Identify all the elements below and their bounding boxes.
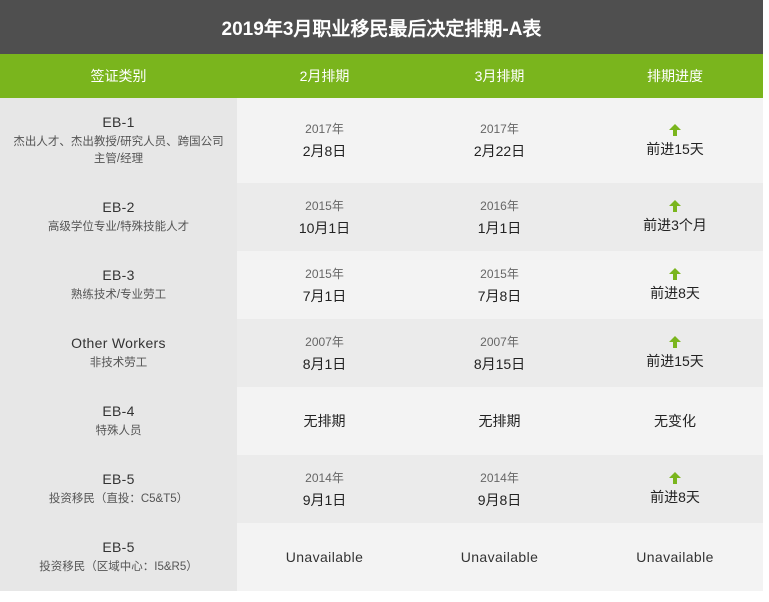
progress-text: 前进3个月: [643, 217, 707, 233]
mar-cell: 2016年 1月1日: [412, 183, 587, 251]
mar-year: 2017年: [480, 122, 519, 136]
feb-cell: 2007年 8月1日: [237, 319, 412, 387]
mar-date: 7月8日: [477, 287, 522, 304]
mar-date: 2月22日: [473, 143, 526, 159]
mar-date: 1月1日: [477, 219, 522, 236]
feb-cell: 无排期: [237, 387, 412, 455]
feb-cell: 2015年 7月1日: [237, 251, 412, 319]
category-cell: Other Workers 非技术劳工: [0, 319, 237, 387]
progress-cell: 无变化: [587, 387, 763, 455]
feb-year: 2015年: [305, 266, 344, 281]
header-progress: 排期进度: [647, 68, 703, 84]
header-mar-date: 3月排期: [474, 68, 525, 84]
arrow-up-icon: [669, 472, 681, 484]
progress-cell: 前进15天: [587, 319, 763, 387]
mar-value: 无排期: [478, 413, 521, 429]
feb-cell: Unavailable: [237, 523, 412, 591]
table-row: EB-5 投资移民（区域中心：I5&R5） Unavailable Unavai…: [0, 523, 763, 591]
mar-year: 2016年: [480, 198, 519, 213]
feb-date: 7月1日: [302, 287, 347, 304]
header-visa-category: 签证类别: [90, 68, 147, 84]
arrow-up-icon: [669, 123, 681, 136]
table-row: Other Workers 非技术劳工 2007年 8月1日 2007年 8月1…: [0, 319, 763, 387]
feb-cell: 2017年 2月8日: [237, 98, 412, 183]
progress-cell: 前进3个月: [587, 183, 763, 251]
mar-cell: 2015年 7月8日: [412, 251, 587, 319]
category-name: EB-5: [102, 538, 135, 555]
category-name: EB-5: [102, 470, 135, 487]
category-desc: 高级学位专业/特殊技能人才: [47, 220, 190, 233]
category-cell: EB-2 高级学位专业/特殊技能人才: [0, 183, 237, 251]
mar-value: Unavailable: [460, 549, 539, 565]
feb-date: 2月8日: [302, 143, 347, 159]
header-feb-date: 2月排期: [299, 68, 350, 84]
mar-year: 2014年: [480, 470, 519, 485]
feb-value: 无排期: [303, 413, 346, 429]
progress-text: 前进15天: [646, 140, 704, 157]
mar-cell: 2017年 2月22日: [412, 98, 587, 183]
table-row: EB-2 高级学位专业/特殊技能人才 2015年 10月1日 2016年 1月1…: [0, 183, 763, 251]
mar-date: 8月15日: [473, 355, 526, 372]
category-cell: EB-3 熟练技术/专业劳工: [0, 251, 237, 319]
category-name: Other Workers: [71, 334, 166, 351]
arrow-up-icon: [669, 200, 681, 212]
arrow-up-icon: [669, 336, 681, 348]
feb-year: 2007年: [305, 334, 344, 349]
progress-text: Unavailable: [636, 549, 714, 565]
table-title: 2019年3月职业移民最后决定排期-A表: [0, 0, 763, 54]
category-desc: 杰出人才、杰出教授/研究人员、跨国公司主管/经理: [13, 135, 224, 165]
mar-year: 2015年: [480, 266, 519, 281]
category-desc: 特殊人员: [95, 424, 142, 437]
category-cell: EB-5 投资移民（直投：C5&T5）: [0, 455, 237, 523]
feb-date: 9月1日: [302, 491, 347, 508]
category-desc: 非技术劳工: [89, 356, 148, 369]
table-row: EB-4 特殊人员 无排期 无排期 无变化: [0, 387, 763, 455]
category-name: EB-3: [102, 266, 135, 283]
feb-cell: 2015年 10月1日: [237, 183, 412, 251]
progress-cell: Unavailable: [587, 523, 763, 591]
mar-cell: 2014年 9月8日: [412, 455, 587, 523]
progress-text: 无变化: [654, 413, 696, 429]
category-cell: EB-4 特殊人员: [0, 387, 237, 455]
progress-text: 前进15天: [646, 353, 704, 369]
category-name: EB-2: [102, 198, 135, 215]
feb-year: 2015年: [305, 198, 344, 213]
table-row: EB-1 杰出人才、杰出教授/研究人员、跨国公司主管/经理 2017年 2月8日…: [0, 98, 763, 183]
visa-bulletin-table: 2019年3月职业移民最后决定排期-A表 签证类别 2月排期 3月排期 排期进度…: [0, 0, 763, 591]
category-cell: EB-1 杰出人才、杰出教授/研究人员、跨国公司主管/经理: [0, 98, 237, 183]
progress-cell: 前进8天: [587, 251, 763, 319]
category-name: EB-1: [102, 113, 135, 130]
progress-cell: 前进8天: [587, 455, 763, 523]
category-desc: 投资移民（区域中心：I5&R5）: [39, 560, 198, 573]
mar-cell: Unavailable: [412, 523, 587, 591]
feb-year: 2014年: [305, 470, 344, 485]
feb-date: 8月1日: [302, 355, 347, 372]
category-desc: 投资移民（直投：C5&T5）: [48, 492, 189, 505]
feb-value: Unavailable: [285, 549, 364, 565]
table-header: 签证类别 2月排期 3月排期 排期进度: [0, 54, 763, 98]
mar-year: 2007年: [480, 334, 519, 349]
arrow-up-icon: [669, 268, 681, 280]
progress-text: 前进8天: [650, 285, 700, 301]
mar-date: 9月8日: [477, 491, 522, 508]
mar-cell: 2007年 8月15日: [412, 319, 587, 387]
table-row: EB-3 熟练技术/专业劳工 2015年 7月1日 2015年 7月8日 前进8…: [0, 251, 763, 319]
category-desc: 熟练技术/专业劳工: [70, 288, 167, 301]
feb-year: 2017年: [305, 122, 344, 136]
category-cell: EB-5 投资移民（区域中心：I5&R5）: [0, 523, 237, 591]
feb-date: 10月1日: [298, 219, 351, 236]
progress-text: 前进8天: [650, 489, 700, 505]
category-name: EB-4: [102, 402, 135, 419]
table-row: EB-5 投资移民（直投：C5&T5） 2014年 9月1日 2014年 9月8…: [0, 455, 763, 523]
progress-cell: 前进15天: [587, 98, 763, 183]
mar-cell: 无排期: [412, 387, 587, 455]
feb-cell: 2014年 9月1日: [237, 455, 412, 523]
